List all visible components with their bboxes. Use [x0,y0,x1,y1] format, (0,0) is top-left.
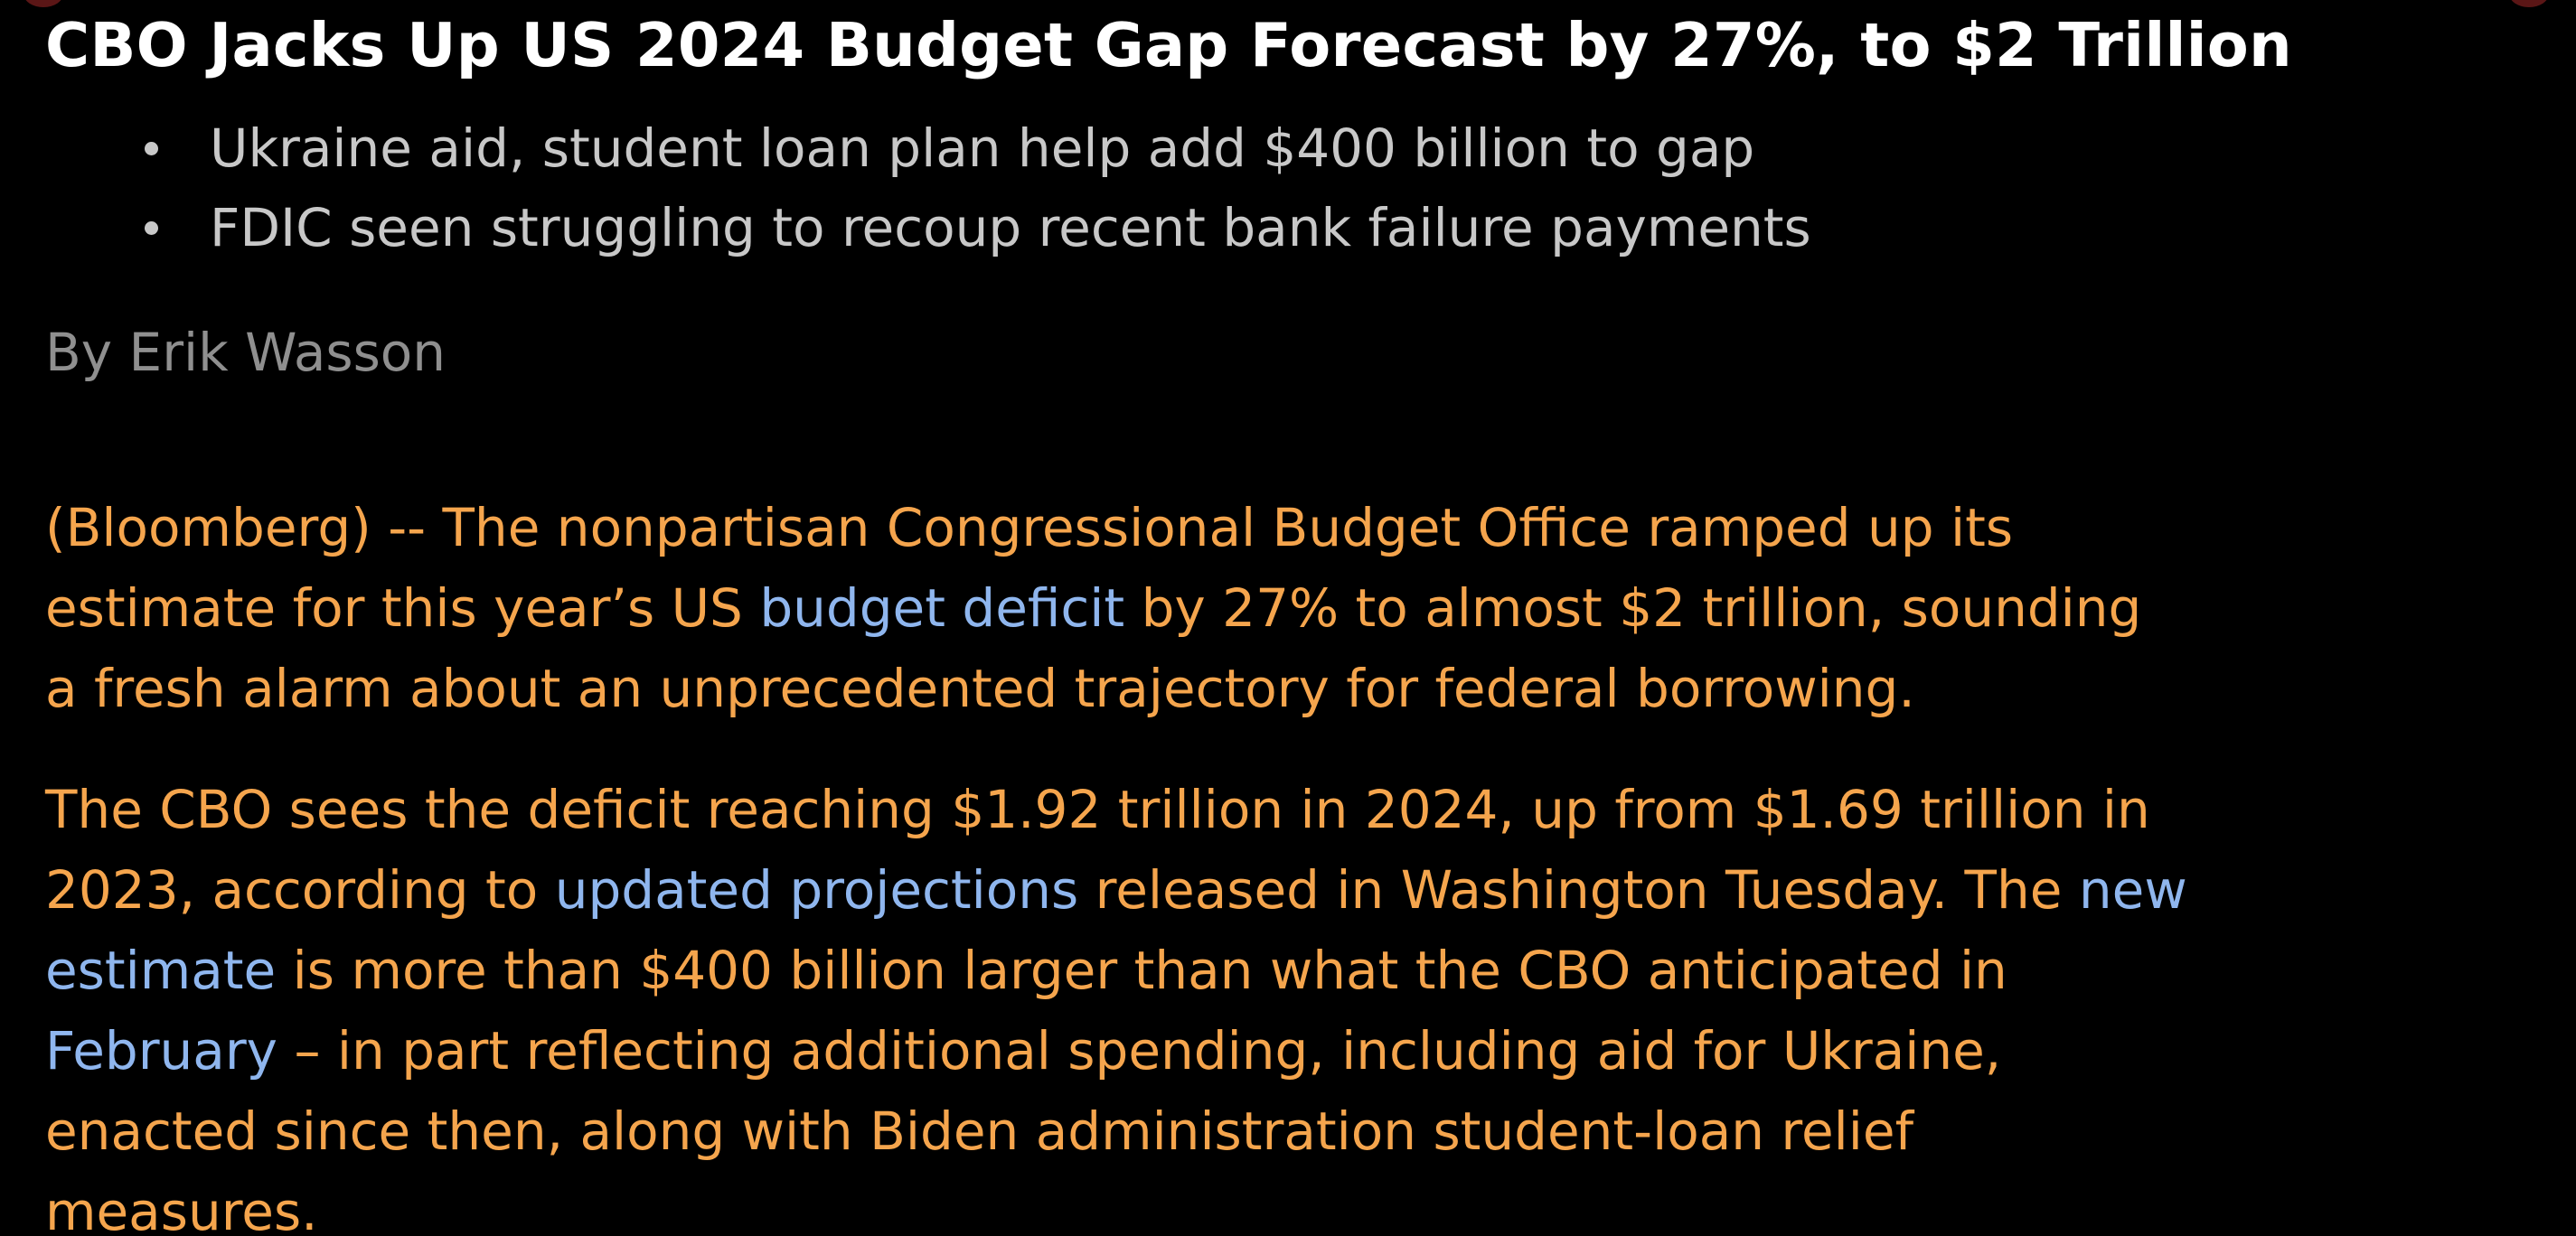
article-paragraph-1: (Bloomberg) -- The nonpartisan Congressi… [45,488,2141,729]
paragraph-text: released in Washington Tuesday. The [1078,859,2079,921]
article-paragraph-2: The CBO sees the deficit reaching $1.92 … [45,770,2187,1236]
window-corner-indicator [2509,0,2549,7]
updated-projections-link[interactable]: updated projections [554,859,1079,921]
summary-bullet-list: Ukraine aid, student loan plan help add … [0,108,1811,267]
paragraph-text: is more than $400 billion larger than wh… [276,940,2007,1001]
paragraph-line: estimate for this year’s US budget defic… [45,568,2141,649]
paragraph-text: by 27% to almost $2 trillion, sounding [1124,577,2142,639]
paragraph-line: measures. [45,1181,318,1236]
paragraph-line: a fresh alarm about an unprecedented tra… [45,658,1915,719]
summary-bullet: Ukraine aid, student loan plan help add … [0,108,1811,188]
paragraph-line: estimate is more than $400 billion large… [45,931,2187,1011]
bullet-dot-icon [145,142,158,155]
paragraph-line: (Bloomberg) -- The nonpartisan Congressi… [45,497,2014,558]
paragraph-text: estimate for this year’s US [45,577,760,639]
paragraph-line: The CBO sees the deficit reaching $1.92 … [45,779,2150,840]
paragraph-line: February – in part reflecting additional… [45,1011,2187,1091]
summary-bullet: FDIC seen struggling to recoup recent ba… [0,188,1811,267]
new-estimate-link[interactable]: estimate [45,940,277,1001]
paragraph-line: 2023, according to updated projections r… [45,850,2187,931]
summary-bullet-text: Ukraine aid, student loan plan help add … [210,117,1755,179]
paragraph-text: – in part reflecting additional spending… [277,1020,2002,1082]
budget-deficit-link[interactable]: budget deficit [759,577,1125,639]
new-estimate-link[interactable]: new [2078,859,2187,921]
window-corner-indicator [24,0,63,7]
summary-bullet-text: FDIC seen struggling to recoup recent ba… [210,197,1811,258]
paragraph-line: enacted since then, along with Biden adm… [45,1100,1914,1162]
february-report-link[interactable]: February [45,1020,278,1082]
article-headline: CBO Jacks Up US 2024 Budget Gap Forecast… [45,10,2292,80]
paragraph-text: 2023, according to [45,859,555,921]
article-byline: By Erik Wasson [45,322,447,383]
bullet-dot-icon [145,221,158,235]
